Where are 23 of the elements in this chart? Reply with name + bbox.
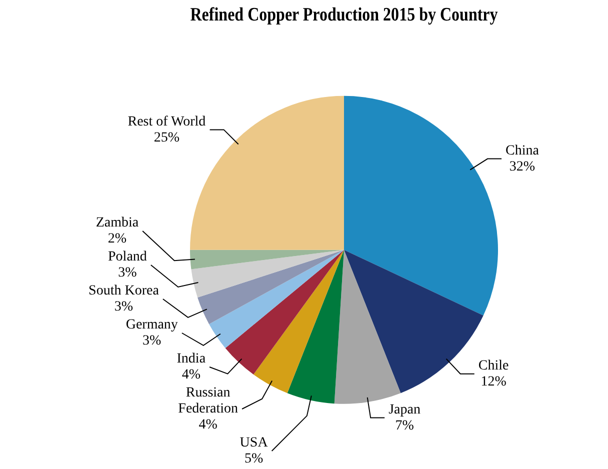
data-label: 7%	[395, 418, 414, 434]
slice-label: Zambia	[96, 216, 140, 231]
data-label: 4%	[182, 368, 201, 383]
chart-title: Refined Copper Production 2015 by Country	[190, 3, 498, 25]
data-label: 3%	[114, 300, 134, 315]
slice-label: Rest of World	[128, 114, 206, 130]
data-label: 3%	[142, 334, 162, 349]
slice-label: India	[176, 352, 206, 367]
data-label: 5%	[244, 452, 264, 467]
slice-label: China	[506, 143, 540, 158]
slice-label: Chile	[478, 358, 509, 374]
data-label: 32%	[509, 159, 536, 174]
data-label: 4%	[198, 418, 218, 433]
slice-label: USA	[240, 436, 269, 451]
slice-label: South Korea	[88, 284, 160, 299]
slice-label: Germany	[126, 318, 178, 333]
slice-label: Russian Federation	[178, 386, 238, 417]
data-label: 3%	[118, 266, 138, 281]
slice-label: Poland	[108, 250, 147, 265]
data-label: 25%	[154, 130, 180, 146]
data-label: 2%	[108, 232, 127, 247]
slice-label: Japan	[388, 402, 420, 418]
data-label: 12%	[480, 374, 507, 390]
